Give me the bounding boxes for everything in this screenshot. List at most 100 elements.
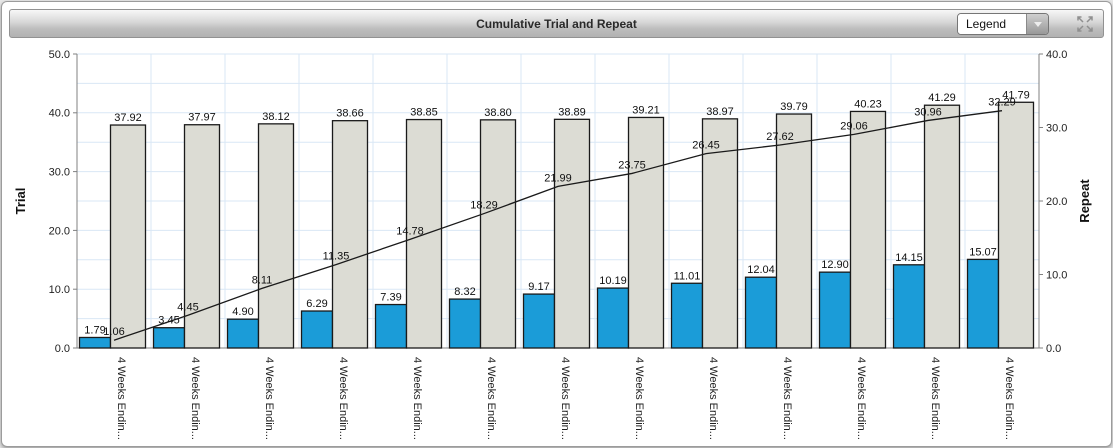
cumulative-line-label: 21.99 <box>544 172 572 184</box>
repeat-bars-label: 41.79 <box>1002 89 1030 101</box>
x-axis-label: 4 Weeks Endin... <box>1003 357 1015 440</box>
left-tick-label: 40.0 <box>49 108 70 120</box>
chart-title-bar: Cumulative Trial and Repeat Legend <box>9 9 1104 38</box>
cumulative-line <box>113 110 1003 341</box>
left-tick-label: 50.0 <box>49 49 70 61</box>
trial-bars-label: 6.29 <box>306 298 327 310</box>
x-axis-label: 4 Weeks Endin... <box>707 357 719 440</box>
trial-bars-label: 14.15 <box>895 252 923 264</box>
x-axis-label: 4 Weeks Endin... <box>929 357 941 440</box>
cumulative-line-label: 23.75 <box>618 159 646 171</box>
chart-panel: 0.0 10.0 20.0 30.0 40.0 50.0 0.0 10.0 20.0 30.0 40… <box>9 40 1104 441</box>
trial-bars-bar[interactable] <box>300 310 334 349</box>
repeat-bars-label: 38.85 <box>410 107 438 119</box>
cumulative-line-label: 8.11 <box>252 274 273 286</box>
right-axis-title: Repeat <box>1077 179 1092 223</box>
repeat-bars-bar[interactable] <box>479 119 517 349</box>
trial-bars-bar[interactable] <box>818 271 852 349</box>
cumulative-line-label: 30.96 <box>914 106 942 118</box>
left-tick-label: 10.0 <box>49 284 70 296</box>
x-axis-label: 4 Weeks Endin... <box>411 357 423 440</box>
repeat-bars-label: 39.79 <box>780 101 808 113</box>
right-tick-label: 40.0 <box>1046 49 1067 61</box>
repeat-bars-label: 38.66 <box>336 108 364 120</box>
repeat-bars-label: 38.12 <box>262 111 290 123</box>
x-axis-label: 4 Weeks Endin... <box>781 357 793 440</box>
trial-bars-label: 9.17 <box>528 281 549 293</box>
x-axis-label: 4 Weeks Endin... <box>337 357 349 440</box>
repeat-bars-bar[interactable] <box>627 116 665 349</box>
legend-dropdown-value[interactable]: Legend <box>958 14 1026 34</box>
x-axis-label: 4 Weeks Endin... <box>189 357 201 440</box>
trial-bars-bar[interactable] <box>966 258 1000 349</box>
left-tick-label: 0.0 <box>55 343 70 355</box>
right-tick-label: 20.0 <box>1046 196 1067 208</box>
trial-bars-label: 3.45 <box>158 315 179 327</box>
trial-bars-label: 7.39 <box>380 292 401 304</box>
left-tick-label: 20.0 <box>49 225 70 237</box>
repeat-bars-bar[interactable] <box>701 118 739 349</box>
cumulative-line-label: 4.45 <box>177 301 198 313</box>
repeat-bars-bar[interactable] <box>849 110 887 349</box>
chart-title: Cumulative Trial and Repeat <box>476 16 637 31</box>
left-axis-title: Trial <box>13 188 28 215</box>
repeat-bars-label: 41.29 <box>928 92 956 104</box>
cumulative-line-label: 29.06 <box>840 120 868 132</box>
x-axis-label: 4 Weeks Endin... <box>559 357 571 440</box>
trial-bars-bar[interactable] <box>892 264 926 349</box>
trial-bars-bar[interactable] <box>374 303 408 349</box>
cumulative-line-label: 26.45 <box>692 140 720 152</box>
x-axis-label: 4 Weeks Endin... <box>115 357 127 440</box>
trial-bars-label: 1.79 <box>84 324 105 336</box>
legend-dropdown-button[interactable] <box>1026 14 1048 34</box>
repeat-bars-label: 40.23 <box>854 98 882 110</box>
expand-arrows-icon[interactable] <box>1075 16 1095 32</box>
trial-bars-label: 11.01 <box>674 270 701 282</box>
trial-bars-label: 12.90 <box>821 259 849 271</box>
repeat-bars-bar[interactable] <box>997 101 1035 349</box>
trial-bars-label: 8.32 <box>454 286 475 298</box>
trial-bars-bar[interactable] <box>744 276 778 349</box>
repeat-bars-bar[interactable] <box>775 113 813 349</box>
cumulative-line-label: 18.29 <box>470 200 498 212</box>
trial-bars-label: 10.19 <box>599 275 627 287</box>
trial-bars-bar[interactable] <box>522 293 556 349</box>
trial-bars-bar[interactable] <box>448 298 482 349</box>
trial-bars-label: 15.07 <box>969 246 997 258</box>
right-tick-label: 0.0 <box>1046 343 1061 355</box>
repeat-bars-bar[interactable] <box>331 120 369 349</box>
x-axis-label: 4 Weeks Endin... <box>485 357 497 440</box>
trial-bars-bar[interactable] <box>78 336 112 349</box>
trial-bars-bar[interactable] <box>226 318 260 349</box>
repeat-bars-bar[interactable] <box>923 104 961 349</box>
repeat-bars-bar[interactable] <box>109 124 147 349</box>
trial-bars-bar[interactable] <box>152 327 186 349</box>
legend-dropdown[interactable]: Legend <box>957 13 1049 35</box>
combo-chart: 0.0 10.0 20.0 30.0 40.0 50.0 0.0 10.0 20.0 30.0 40… <box>13 49 1092 440</box>
trial-bars-label: 12.04 <box>747 264 775 276</box>
repeat-bars-bar[interactable] <box>553 118 591 349</box>
repeat-bars-bar[interactable] <box>405 118 443 349</box>
cumulative-line-label: 1.06 <box>103 326 124 338</box>
trial-bars-label: 4.90 <box>232 306 253 318</box>
cumulative-line-label: 14.78 <box>396 225 424 237</box>
right-tick-label: 30.0 <box>1046 122 1067 134</box>
repeat-bars-label: 39.21 <box>632 104 660 116</box>
cumulative-line-label: 32.29 <box>988 97 1016 109</box>
repeat-bars-bar[interactable] <box>257 123 295 349</box>
x-axis-label: 4 Weeks Endin... <box>855 357 867 440</box>
x-axis-label: 4 Weeks Endin... <box>263 357 275 440</box>
trial-bars-bar[interactable] <box>670 282 704 349</box>
repeat-bars-label: 38.97 <box>706 106 734 118</box>
repeat-bars-label: 38.89 <box>558 106 586 118</box>
repeat-bars-label: 37.97 <box>188 112 216 124</box>
chevron-down-icon <box>1033 21 1042 27</box>
repeat-bars-label: 37.92 <box>114 112 142 124</box>
left-tick-label: 30.0 <box>49 166 70 178</box>
right-tick-label: 10.0 <box>1046 269 1067 281</box>
trial-bars-bar[interactable] <box>596 287 630 349</box>
cumulative-line-label: 27.62 <box>766 131 794 143</box>
repeat-bars-label: 38.80 <box>484 107 512 119</box>
